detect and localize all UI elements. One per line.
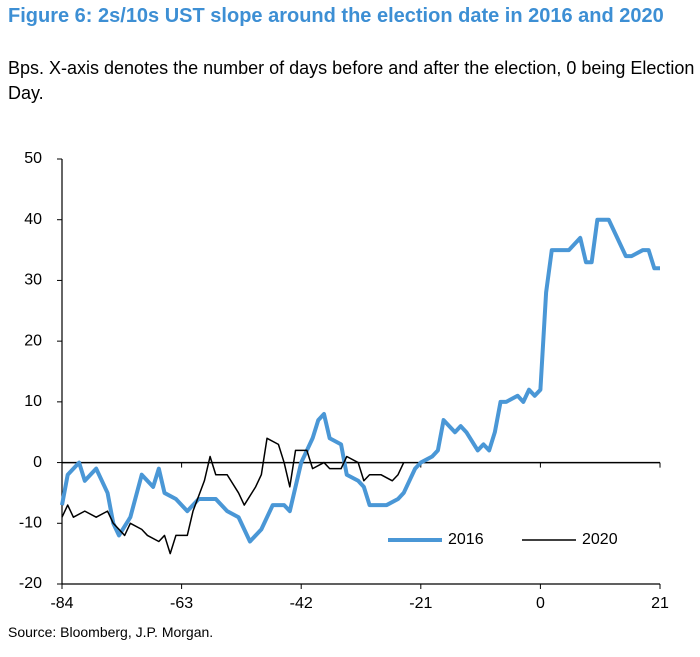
y-tick-label: 50	[24, 150, 42, 167]
chart-title: Figure 6: 2s/10s UST slope around the el…	[8, 5, 664, 27]
x-tick-label: -84	[50, 595, 73, 612]
series-line	[61, 437, 405, 555]
x-tick-label: -21	[409, 595, 432, 612]
x-tick-label: 21	[651, 595, 669, 612]
y-tick-label: -20	[19, 575, 42, 592]
x-tick-label: -42	[290, 595, 313, 612]
y-tick-label: 10	[24, 393, 42, 410]
series-line	[60, 217, 660, 544]
legend-label: 2020	[582, 531, 618, 548]
y-tick-label: 30	[24, 272, 42, 289]
y-tick-label: 40	[24, 211, 42, 228]
y-tick-label: -10	[19, 515, 42, 532]
x-tick-label: 0	[536, 595, 545, 612]
x-tick-label: -63	[170, 595, 193, 612]
y-tick-label: 20	[24, 332, 42, 349]
legend-label: 2016	[448, 531, 484, 548]
chart-subtitle: Bps. X-axis denotes the number of days b…	[8, 58, 695, 103]
source-note: Source: Bloomberg, J.P. Morgan.	[8, 624, 214, 640]
y-tick-label: 0	[33, 454, 42, 471]
